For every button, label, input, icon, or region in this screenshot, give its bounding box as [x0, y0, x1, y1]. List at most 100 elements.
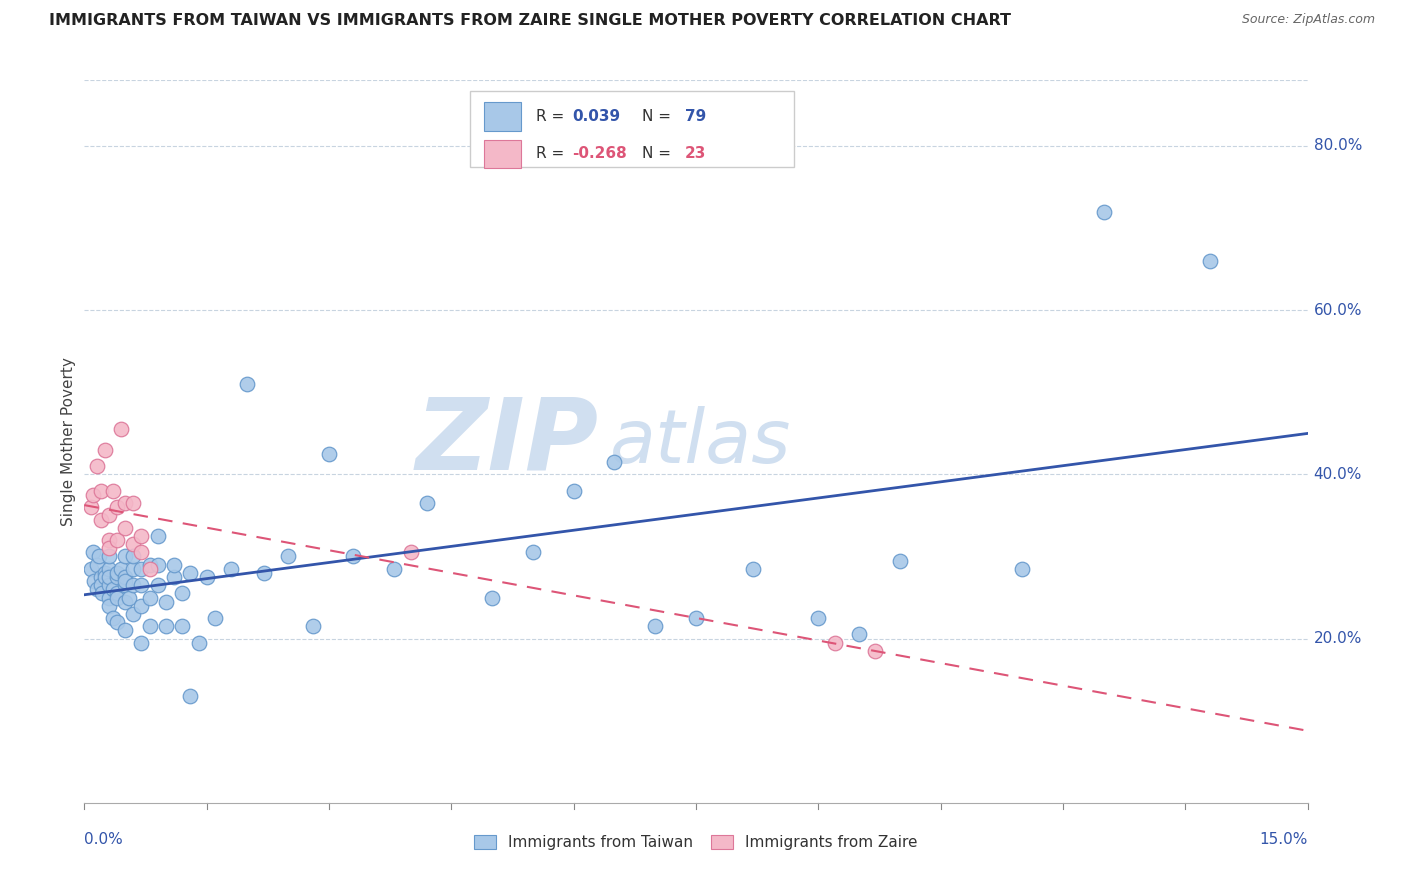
Point — [179, 566, 201, 580]
FancyBboxPatch shape — [484, 102, 522, 131]
Text: -0.268: -0.268 — [572, 146, 627, 161]
Point — [342, 549, 364, 564]
Point — [172, 619, 194, 633]
Point — [114, 578, 136, 592]
Point — [105, 566, 128, 580]
Text: IMMIGRANTS FROM TAIWAN VS IMMIGRANTS FROM ZAIRE SINGLE MOTHER POVERTY CORRELATIO: IMMIGRANTS FROM TAIWAN VS IMMIGRANTS FRO… — [49, 13, 1011, 29]
Point — [114, 549, 136, 564]
Point — [86, 582, 108, 597]
Point — [204, 611, 226, 625]
Point — [105, 570, 128, 584]
Point — [114, 574, 136, 588]
Point — [138, 558, 160, 572]
Point — [97, 599, 120, 613]
Point — [97, 508, 120, 523]
Point — [382, 562, 405, 576]
FancyBboxPatch shape — [484, 139, 522, 169]
Point — [97, 541, 120, 556]
Point — [848, 627, 870, 641]
Point — [1092, 204, 1115, 219]
Text: R =: R = — [536, 146, 569, 161]
Point — [82, 488, 104, 502]
Point — [301, 619, 323, 633]
Point — [824, 636, 846, 650]
Point — [146, 578, 169, 592]
Point — [155, 594, 177, 608]
Point — [807, 611, 830, 625]
Point — [90, 578, 112, 592]
Text: ZIP: ZIP — [415, 393, 598, 490]
Point — [97, 549, 120, 564]
Point — [562, 483, 585, 498]
Point — [163, 558, 186, 572]
Point — [416, 496, 439, 510]
Point — [93, 570, 115, 584]
Point — [90, 483, 112, 498]
Point — [105, 500, 128, 515]
Point — [97, 533, 120, 547]
Point — [93, 442, 115, 457]
Point — [97, 562, 120, 576]
Point — [114, 594, 136, 608]
Point — [179, 689, 201, 703]
Point — [122, 578, 145, 592]
Point — [1011, 562, 1033, 576]
Point — [253, 566, 276, 580]
Point — [146, 529, 169, 543]
Text: 60.0%: 60.0% — [1313, 302, 1362, 318]
Point — [522, 545, 544, 559]
Point — [146, 558, 169, 572]
Point — [603, 455, 626, 469]
Legend: Immigrants from Taiwan, Immigrants from Zaire: Immigrants from Taiwan, Immigrants from … — [468, 830, 924, 856]
Point — [86, 558, 108, 572]
Point — [82, 545, 104, 559]
Point — [97, 591, 120, 605]
Text: 20.0%: 20.0% — [1313, 632, 1362, 646]
Point — [138, 591, 160, 605]
Point — [889, 553, 911, 567]
Point — [114, 521, 136, 535]
Point — [90, 512, 112, 526]
Point — [80, 500, 103, 515]
Point — [644, 619, 666, 633]
Point — [195, 570, 218, 584]
Point — [131, 578, 153, 592]
Text: Source: ZipAtlas.com: Source: ZipAtlas.com — [1241, 13, 1375, 27]
Point — [91, 586, 114, 600]
Text: 0.039: 0.039 — [572, 109, 620, 124]
Point — [83, 574, 105, 588]
Point — [138, 619, 160, 633]
Point — [101, 582, 124, 597]
Point — [118, 591, 141, 605]
Point — [114, 624, 136, 638]
Text: 23: 23 — [685, 146, 706, 161]
Point — [277, 549, 299, 564]
Text: 15.0%: 15.0% — [1260, 831, 1308, 847]
Point — [86, 459, 108, 474]
Text: 40.0%: 40.0% — [1313, 467, 1362, 482]
Point — [122, 496, 145, 510]
Point — [219, 562, 242, 576]
Point — [187, 636, 209, 650]
Point — [236, 377, 259, 392]
Text: 0.0%: 0.0% — [84, 831, 124, 847]
Point — [97, 570, 120, 584]
Point — [481, 591, 503, 605]
Point — [114, 570, 136, 584]
Point — [105, 615, 128, 630]
Point — [105, 591, 128, 605]
Text: N =: N = — [643, 146, 676, 161]
Point — [685, 611, 707, 625]
Point — [742, 562, 765, 576]
Y-axis label: Single Mother Poverty: Single Mother Poverty — [60, 357, 76, 526]
Text: 80.0%: 80.0% — [1313, 138, 1362, 153]
Point — [110, 422, 132, 436]
Point — [172, 586, 194, 600]
Point — [163, 570, 186, 584]
Point — [80, 562, 103, 576]
Point — [105, 533, 128, 547]
Point — [155, 619, 177, 633]
Point — [114, 496, 136, 510]
Point — [865, 644, 887, 658]
Point — [105, 586, 128, 600]
